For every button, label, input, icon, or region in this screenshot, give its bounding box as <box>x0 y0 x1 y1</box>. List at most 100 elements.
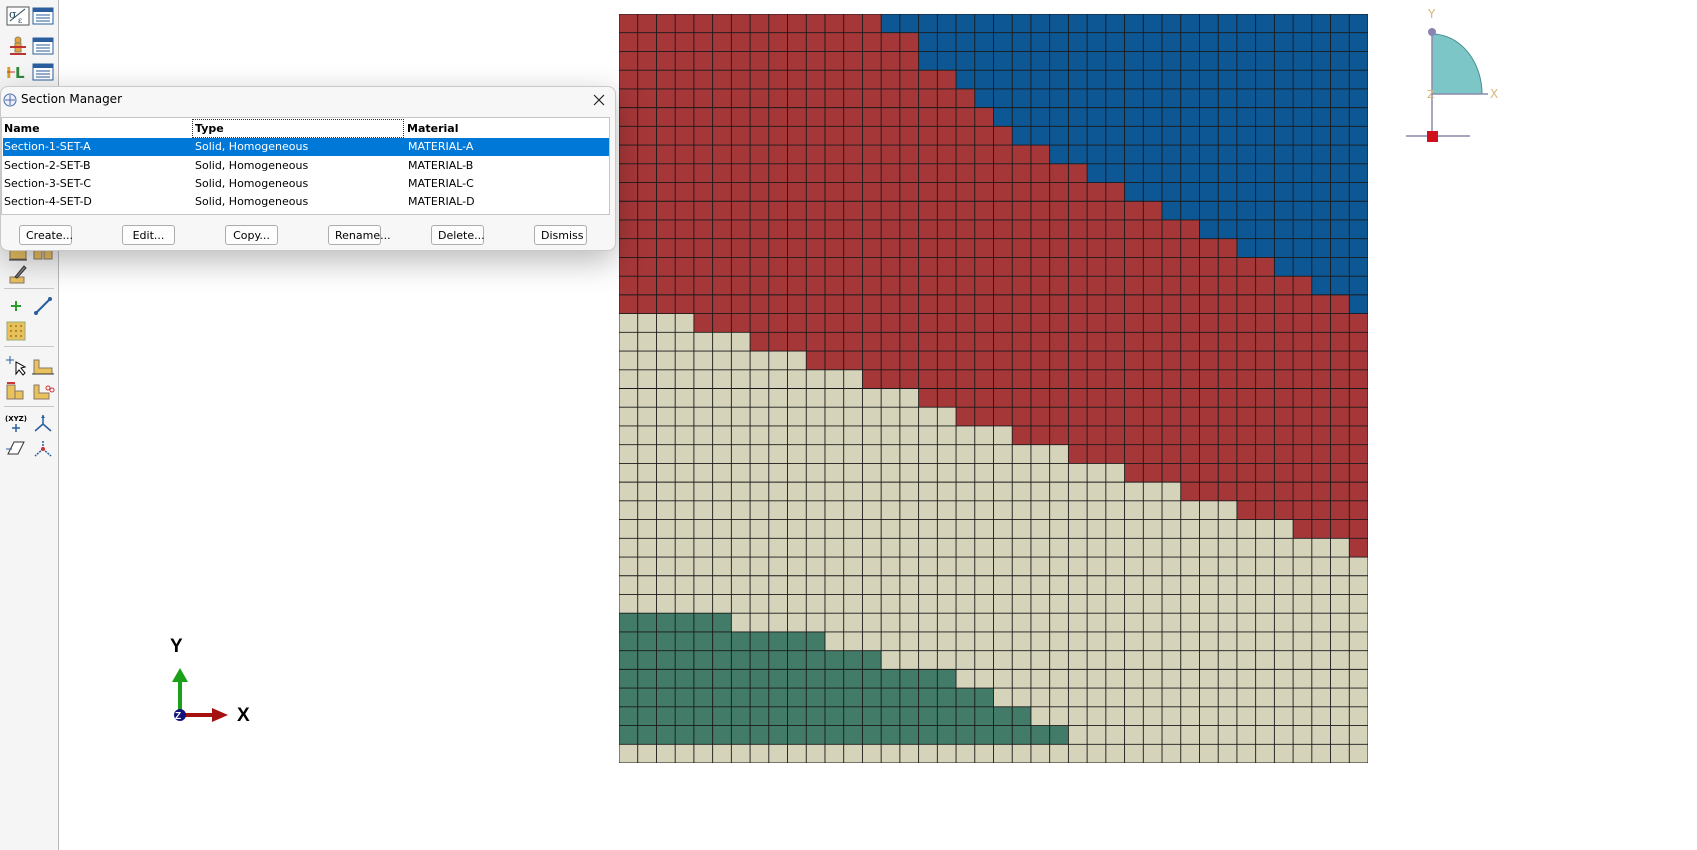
material-manager-icon[interactable] <box>31 4 55 28</box>
dismiss-button[interactable]: Dismiss <box>534 225 587 245</box>
mesh-region-B <box>619 88 975 108</box>
profile-manager-icon[interactable] <box>31 60 55 84</box>
mesh-region-B <box>619 126 1013 146</box>
section-manager-icon[interactable] <box>31 34 55 58</box>
axis-y-arrowhead <box>172 668 188 682</box>
datum-point-icon[interactable] <box>4 294 28 318</box>
section-material-cell: MATERIAL-C <box>408 177 474 190</box>
triad-quadrant-shape <box>1431 33 1483 95</box>
section-type-cell: Solid, Homogeneous <box>195 140 309 153</box>
mesh-region-B <box>619 219 1200 239</box>
table-row[interactable]: Section-2-SET-B Solid, Homogeneous MATER… <box>3 157 609 175</box>
mesh-region-B <box>862 369 1368 389</box>
section-table: Name Type Material Section-1-SET-A Solid… <box>1 117 610 215</box>
mesh-region-C <box>619 369 863 389</box>
dialog-title: Section Manager <box>21 92 122 106</box>
edit-button[interactable]: Edit... <box>122 225 175 245</box>
query-icon[interactable] <box>4 353 28 377</box>
view-triad[interactable]: Y X Z <box>1400 6 1510 146</box>
mesh-region-B <box>1124 463 1368 483</box>
datum-plane-icon[interactable] <box>4 436 28 460</box>
section-material-cell: MATERIAL-D <box>408 195 475 208</box>
section-name-cell: Section-3-SET-C <box>4 177 92 190</box>
svg-text:ε: ε <box>18 16 22 25</box>
mesh-region-A <box>1087 163 1368 183</box>
section-type-cell: Solid, Homogeneous <box>195 177 309 190</box>
section-type-cell: Solid, Homogeneous <box>195 195 309 208</box>
partition-icon[interactable] <box>4 319 28 343</box>
section-manager-app-icon <box>3 93 17 107</box>
mesh-region-B <box>750 332 1368 352</box>
mesh-region-A <box>1124 182 1368 202</box>
section-type-cell: Solid, Homogeneous <box>195 159 309 172</box>
orientation-icon[interactable] <box>31 436 55 460</box>
mesh-region-B <box>619 163 1088 183</box>
mesh-viewport[interactable] <box>619 14 1368 763</box>
csys-icon[interactable]: (XYZ) <box>4 411 28 435</box>
global-axis-triad: Y Z X <box>170 636 250 726</box>
mesh-region-B <box>619 294 1350 314</box>
mesh-region-A <box>1236 238 1368 258</box>
svg-text:L: L <box>15 64 25 82</box>
section-name-cell: Section-1-SET-A <box>4 140 91 153</box>
mesh-region-A <box>1349 294 1368 314</box>
column-header-type[interactable]: Type <box>192 119 404 138</box>
delete-button[interactable]: Delete... <box>431 225 485 245</box>
triad-z-label: Z <box>1427 88 1435 101</box>
axis-x-arrowhead <box>212 708 228 722</box>
create-button[interactable]: Create... <box>19 225 73 245</box>
axis-y-label: Y <box>170 636 183 657</box>
mesh-region-A <box>1311 276 1368 295</box>
section-icon[interactable] <box>6 34 30 58</box>
mesh-region-A <box>1012 126 1368 146</box>
mesh-region-C <box>619 538 1350 558</box>
mesh-region-B <box>619 238 1237 258</box>
triad-origin-marker[interactable] <box>1427 131 1438 142</box>
axis-z-label: Z <box>175 711 181 722</box>
table-row[interactable]: Section-1-SET-A Solid, Homogeneous MATER… <box>3 138 609 156</box>
dialog-titlebar[interactable]: Section Manager <box>1 87 615 113</box>
mesh-grid <box>619 14 1368 763</box>
rename-button[interactable]: Rename... <box>328 225 391 245</box>
close-button[interactable] <box>589 90 609 110</box>
mesh-region-C <box>619 463 1125 483</box>
copy-button[interactable]: Copy... <box>225 225 278 245</box>
mesh-region-A <box>974 88 1368 108</box>
table-row[interactable]: Section-3-SET-C Solid, Homogeneous MATER… <box>3 175 609 193</box>
triad-y-handle[interactable] <box>1428 28 1436 36</box>
skin-icon[interactable] <box>31 378 55 402</box>
datum-axis-icon[interactable] <box>31 294 55 318</box>
mesh-region-B <box>619 276 1312 295</box>
csys-label: (XYZ) <box>5 415 27 423</box>
mesh-region-A <box>1274 257 1368 277</box>
column-header-material[interactable]: Material <box>407 122 459 135</box>
mesh-region-C <box>824 631 1368 651</box>
svg-text:σ: σ <box>9 8 17 21</box>
axis-x-label: X <box>237 705 250 726</box>
mesh-region-C <box>619 425 1013 445</box>
set-icon[interactable] <box>31 353 55 377</box>
section-name-cell: Section-2-SET-B <box>4 159 91 172</box>
mesh-region-B <box>619 145 1050 164</box>
mesh-region-B <box>619 257 1275 277</box>
surface-icon[interactable] <box>4 378 28 402</box>
mesh-region-B <box>1012 425 1368 445</box>
triad-x-label: X <box>1490 87 1498 101</box>
special-icon[interactable] <box>6 262 30 286</box>
table-row[interactable]: Section-4-SET-D Solid, Homogeneous MATER… <box>3 193 609 211</box>
datum-csys-icon[interactable] <box>31 411 55 435</box>
section-manager-dialog: Section Manager Name Type Material Secti… <box>0 86 616 251</box>
mesh-region-B <box>619 201 1163 220</box>
mesh-region-C <box>619 332 751 352</box>
mesh-region-C <box>619 500 1237 520</box>
column-header-name[interactable]: Name <box>4 122 40 135</box>
mesh-region-D <box>619 631 825 651</box>
axis-z-dot <box>174 709 186 721</box>
section-material-cell: MATERIAL-B <box>408 159 474 172</box>
mesh-region-B <box>619 182 1125 202</box>
svg-text:I: I <box>6 64 12 82</box>
section-material-cell: MATERIAL-A <box>408 140 474 153</box>
mesh-region-A <box>1049 145 1368 164</box>
